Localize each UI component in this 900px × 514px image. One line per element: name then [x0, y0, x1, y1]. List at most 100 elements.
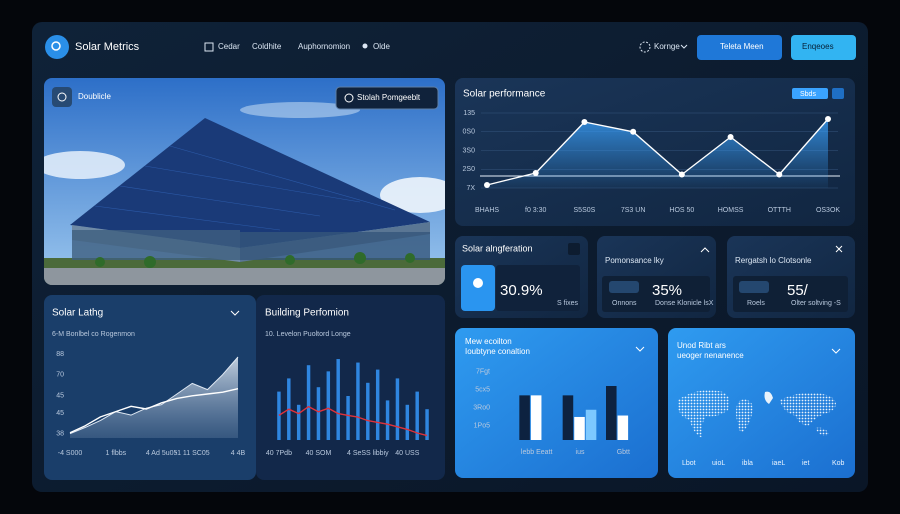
- logo-icon: [51, 41, 61, 51]
- map-label: iaeL: [772, 460, 785, 467]
- point: [581, 119, 588, 125]
- bar: [574, 416, 585, 440]
- bar: [585, 409, 597, 440]
- location[interactable]: Kornge: [654, 42, 680, 51]
- location-icon: [639, 41, 651, 53]
- y-tick-label: 7Fgt: [476, 368, 490, 375]
- map-label: Kob: [832, 460, 845, 467]
- y-tick-label: 45: [56, 393, 64, 400]
- y-tick-label: 135: [463, 110, 475, 117]
- point: [678, 171, 685, 178]
- bar: [530, 395, 542, 440]
- photo-button-icon: [344, 93, 354, 103]
- card-menu[interactable]: [568, 243, 580, 255]
- bar: [277, 391, 281, 440]
- button-label: Enqeoes: [802, 42, 834, 51]
- x-tick-label: 4 4B: [231, 450, 246, 457]
- x-tick-label: ius: [576, 449, 585, 456]
- panel-menu[interactable]: [831, 348, 841, 354]
- photo-button[interactable]: [335, 86, 439, 110]
- panel-subtitle: 10. Levelon Puoltord Longe: [265, 331, 351, 338]
- button[interactable]: [791, 35, 856, 60]
- bar: [306, 365, 311, 440]
- bar: [405, 404, 410, 440]
- nav-item[interactable]: Cedar: [218, 42, 240, 51]
- point: [825, 116, 831, 122]
- point: [776, 171, 783, 178]
- button-label: Teleta Meen: [720, 42, 764, 51]
- photo-button-label: Stolah Pomgeeblt: [357, 93, 421, 102]
- panel-title: Solar Lathg: [52, 308, 103, 319]
- map-label: uioL: [712, 460, 725, 467]
- panel-title: Ioubtyne conaltion: [465, 347, 530, 356]
- y-tick-label: 1Po5: [474, 422, 490, 429]
- x-tick-label: -1 11 SC05: [175, 450, 210, 457]
- photo-icon[interactable]: [52, 87, 72, 107]
- card-tag-label: Onnons: [612, 300, 637, 307]
- bar: [336, 359, 340, 440]
- bar: [415, 391, 419, 440]
- map-label: Lbot: [682, 460, 696, 467]
- card-close[interactable]: [835, 245, 843, 253]
- panel: [668, 328, 855, 478]
- y-tick-label: 2S0: [463, 166, 476, 173]
- nav-item[interactable]: Coldhite: [252, 42, 282, 51]
- card-title: Rergatsh lo Clotsonle: [735, 256, 812, 265]
- x-tick-label: OS3OK: [816, 207, 840, 214]
- toggle[interactable]: [792, 88, 828, 99]
- card-icon-glyph: [473, 278, 483, 288]
- card-note: Donse Klonicle lsX: [655, 300, 714, 307]
- x-tick-label: lebb Eeatt: [521, 449, 553, 456]
- bar: [326, 371, 331, 440]
- line: [69, 388, 239, 434]
- logo[interactable]: [45, 35, 69, 59]
- toggle[interactable]: [832, 88, 844, 99]
- card-tag-label: Roels: [747, 300, 765, 307]
- building-photo: [44, 78, 445, 285]
- bar: [316, 387, 321, 440]
- card-note: Olter soltving -S: [791, 300, 841, 307]
- card-body: [496, 265, 580, 311]
- line: [278, 405, 428, 437]
- card-value: 30.9%: [500, 282, 543, 299]
- bar: [617, 415, 629, 440]
- panel-menu[interactable]: [635, 346, 645, 352]
- card-note: S fixes: [557, 300, 579, 307]
- x-tick-label: 4 Ad 5u05: [146, 450, 178, 457]
- panel-title: ueoger nenanence: [677, 351, 744, 360]
- panel-title: Unod Ribt ars: [677, 341, 726, 350]
- panel-menu[interactable]: [230, 310, 240, 316]
- nav-icon: [362, 43, 368, 49]
- bar: [366, 382, 370, 440]
- nav-item[interactable]: Auphornomion: [298, 42, 350, 51]
- y-tick-label: 7X: [466, 185, 475, 192]
- bar: [356, 362, 360, 440]
- panel-title: Solar performance: [463, 89, 546, 100]
- nav-item[interactable]: Olde: [373, 42, 390, 51]
- x-tick-label: BHAHS: [475, 207, 499, 214]
- app-title: Solar Metrics: [75, 41, 140, 53]
- x-tick-label: OTTTH: [768, 207, 791, 214]
- panel-title: Building Perfomion: [265, 308, 349, 319]
- x-tick-label: 40 7Pdb: [266, 450, 292, 457]
- y-tick-label: 5cx5: [475, 386, 490, 393]
- x-tick-label: 40 USS: [395, 450, 419, 457]
- card-tag: [739, 281, 769, 293]
- panel-title: Mew ecoilton: [465, 337, 512, 346]
- bar: [519, 395, 530, 440]
- panel: [455, 328, 658, 478]
- y-tick-label: 38: [56, 430, 64, 437]
- bar: [606, 386, 617, 440]
- card-value: 55/: [787, 282, 809, 299]
- x-tick-label: 7S3 UN: [621, 207, 646, 214]
- y-tick-label: 3Ro0: [473, 404, 490, 411]
- x-tick-label: 4 SeSS libbiy: [347, 450, 389, 457]
- y-tick-label: 70: [56, 371, 64, 378]
- x-tick-label: HOS 50: [669, 207, 694, 214]
- bar: [385, 400, 390, 440]
- x-tick-label: 40 SOM: [306, 450, 332, 457]
- card-menu[interactable]: [700, 247, 710, 253]
- card-value: 35%: [652, 282, 682, 299]
- button[interactable]: [697, 35, 782, 60]
